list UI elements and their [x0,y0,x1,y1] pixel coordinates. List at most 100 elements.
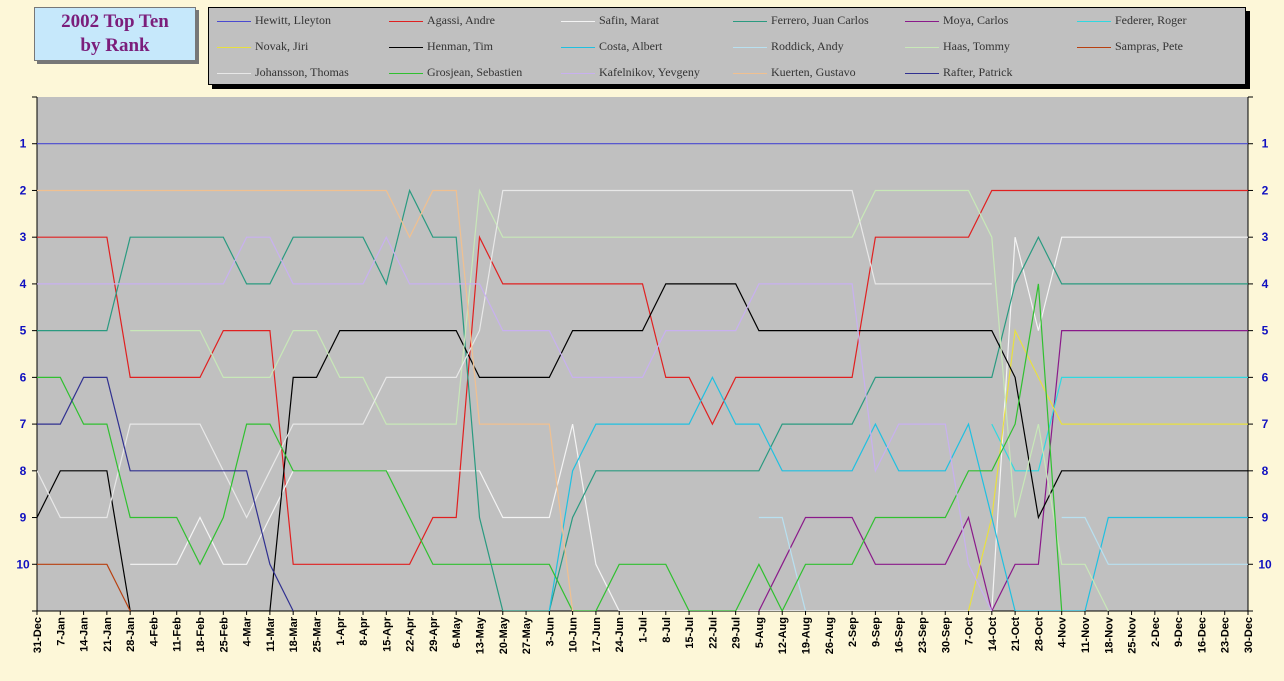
legend-label: Johansson, Thomas [255,65,349,79]
y-tick-label-right: 10 [1258,557,1272,571]
legend-swatch [733,47,767,48]
series-line-3 [37,188,1248,611]
y-tick-label-right: 1 [1262,137,1269,151]
x-tick-label: 9-Dec [1173,617,1185,647]
x-tick-label: 14-Oct [987,617,999,652]
x-tick-label: 14-Jan [79,617,91,652]
x-tick-label: 28-Oct [1033,617,1045,652]
y-tick-label-right: 6 [1262,370,1269,384]
x-tick-label: 25-Feb [218,617,230,653]
x-tick-label: 1-Apr [335,616,347,645]
legend-swatch [733,21,767,22]
x-tick-label: 7-Jan [55,617,67,646]
x-tick-label: 11-Nov [1080,616,1092,653]
x-tick-label: 31-Dec [32,617,44,653]
series-line-6 [967,328,1248,611]
legend-swatch [905,21,939,22]
x-tick-label: 29-Apr [428,616,440,652]
series-line-12 [37,189,992,519]
x-tick-label: 13-May [474,616,486,654]
x-tick-label: 22-Apr [405,616,417,652]
x-tick-label: 6-May [451,616,463,648]
x-tick-label: 15-Apr [381,616,393,652]
series-line-4 [758,330,1248,611]
legend-swatch [905,47,939,48]
series-line-16 [37,376,294,611]
chart-title-line1: 2002 Top Ten [61,11,169,32]
legend-swatch [217,73,251,74]
y-tick-label-right: 4 [1262,277,1269,291]
series-line-8 [548,376,1248,611]
x-tick-label: 19-Aug [801,617,813,654]
x-tick-label: 17-Jun [591,617,603,653]
x-tick-label: 15-Jul [684,617,696,649]
legend-swatch [217,47,251,48]
y-tick-label-left: 6 [20,370,27,384]
x-tick-label: 29-Jul [731,617,743,649]
legend-swatch [389,73,423,74]
x-tick-label: 28-Jan [125,617,137,652]
series-line-11 [37,563,131,611]
legend-label: Novak, Jiri [255,39,309,53]
legend-label: Sampras, Pete [1115,39,1183,53]
x-tick-label: 21-Oct [1010,617,1022,652]
x-tick-label: 5-Aug [754,617,766,648]
x-tick-label: 1-Jul [638,617,650,643]
y-tick-label-left: 7 [20,417,27,431]
x-tick-label: 11-Mar [265,616,277,652]
series-line-14 [37,235,993,611]
y-tick-label-left: 9 [20,511,27,525]
legend-swatch [561,21,595,22]
x-tick-label: 18-Feb [195,617,207,653]
legend-label: Kafelnikov, Yevgeny [599,65,700,79]
legend-swatch [733,73,767,74]
series-line-10 [130,188,1109,611]
plot-area: 1 1 2 2 3 3 4 4 5 5 6 6 7 7 8 8 9 9 10 10 31-Dec 7-Jan 14-Jan 2… [16,96,1272,654]
x-tick-label: 8-Jul [661,617,673,643]
legend-label: Moya, Carlos [943,13,1009,27]
legend-label: Haas, Tommy [943,39,1010,53]
x-tick-label: 2-Dec [1150,617,1162,647]
x-tick-label: 23-Dec [1220,617,1232,653]
y-tick-label-left: 2 [20,183,27,197]
legend: Hewitt, Lleyton Agassi, Andre Safin, Marat… [208,7,1246,85]
y-tick-label-left: 3 [20,230,27,244]
legend-swatch [905,73,939,74]
legend-swatch [1077,21,1111,22]
legend-swatch [561,47,595,48]
y-tick-label-right: 5 [1262,324,1269,338]
y-tick-label-left: 5 [20,324,27,338]
y-tick-label-right: 9 [1262,511,1269,525]
x-tick-label: 30-Dec [1243,617,1255,653]
y-tick-label-right: 3 [1262,230,1269,244]
legend-label: Grosjean, Sebastien [427,65,523,79]
x-tick-label: 30-Sep [940,617,952,653]
series-line-7 [37,283,1248,611]
legend-swatch [389,21,423,22]
chart-title-box: 2002 Top Ten by Rank [34,7,196,61]
legend-label: Hewitt, Lleyton [255,13,331,27]
x-tick-label: 12-Aug [777,617,789,654]
legend-label: Agassi, Andre [427,13,495,27]
x-tick-label: 25-Mar [311,616,323,652]
x-tick-label: 7-Oct [964,617,976,645]
x-tick-label: 18-Nov [1103,616,1115,654]
y-tick-label-left: 10 [16,557,30,571]
x-tick-label: 10-Jun [568,617,580,653]
legend-label: Rafter, Patrick [943,65,1013,79]
y-tick-label-left: 1 [20,137,27,151]
x-tick-label: 22-Jul [707,617,719,649]
series-line-1 [37,189,1248,565]
x-tick-label: 4-Mar [242,616,254,646]
x-tick-label: 8-Apr [358,616,370,645]
x-tick-label: 11-Feb [172,617,184,652]
series-line-5 [991,376,1248,472]
chart-title-line2: by Rank [80,35,150,56]
x-tick-label: 26-Aug [824,617,836,654]
x-tick-label: 4-Nov [1057,616,1069,647]
legend-label: Federer, Roger [1115,13,1187,27]
x-tick-label: 23-Sep [917,617,929,653]
x-tick-label: 27-May [521,616,533,654]
x-tick-label: 16-Sep [894,617,906,653]
